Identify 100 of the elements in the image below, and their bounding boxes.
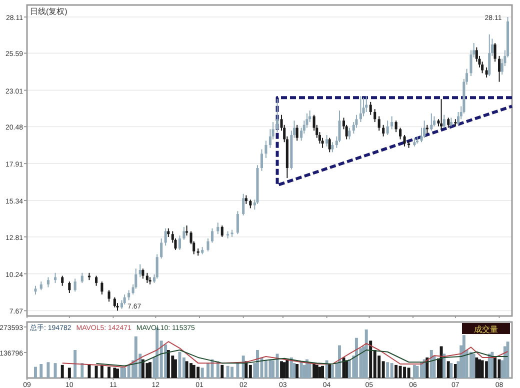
candlestick bbox=[182, 226, 186, 240]
bar bbox=[407, 368, 410, 378]
candlestick bbox=[210, 228, 214, 244]
candlestick bbox=[348, 127, 351, 140]
candlestick bbox=[220, 224, 224, 238]
candlestick bbox=[80, 272, 84, 284]
bar bbox=[454, 364, 457, 378]
candlestick bbox=[394, 120, 398, 133]
candlestick bbox=[432, 116, 436, 127]
bar bbox=[40, 364, 43, 378]
candlestick bbox=[359, 96, 362, 123]
candlestick bbox=[399, 127, 402, 140]
candlestick bbox=[423, 120, 426, 138]
candlestick bbox=[260, 148, 263, 172]
bar bbox=[108, 366, 110, 378]
bar bbox=[462, 335, 466, 378]
bar bbox=[146, 363, 149, 378]
bar bbox=[200, 368, 204, 378]
bar bbox=[141, 359, 144, 378]
bar bbox=[192, 364, 196, 378]
bar bbox=[127, 364, 130, 378]
candlestick bbox=[138, 264, 142, 278]
bar bbox=[276, 354, 279, 378]
candlestick bbox=[160, 238, 163, 260]
candlestick bbox=[68, 281, 71, 294]
bar bbox=[54, 363, 57, 378]
candlestick bbox=[386, 120, 389, 136]
candlestick bbox=[206, 238, 210, 252]
candlestick bbox=[488, 34, 491, 77]
candlestick bbox=[108, 290, 110, 302]
candlestick bbox=[403, 134, 406, 147]
bar bbox=[178, 352, 182, 378]
bar bbox=[46, 362, 50, 378]
bar bbox=[321, 366, 324, 378]
bar bbox=[206, 363, 210, 378]
line-series bbox=[62, 341, 508, 368]
bar bbox=[196, 366, 200, 378]
bar bbox=[280, 361, 284, 378]
bar bbox=[369, 340, 372, 378]
bar bbox=[34, 366, 37, 378]
bar bbox=[100, 364, 104, 378]
bar bbox=[296, 364, 299, 378]
bar bbox=[264, 360, 268, 378]
bar bbox=[364, 329, 368, 378]
bar bbox=[113, 368, 116, 378]
bar bbox=[345, 360, 348, 378]
candlestick bbox=[186, 224, 188, 236]
candlestick bbox=[156, 254, 158, 280]
candlestick bbox=[216, 222, 220, 235]
bar bbox=[248, 364, 252, 378]
candlestick bbox=[54, 272, 57, 284]
bar bbox=[94, 366, 98, 378]
bar bbox=[450, 363, 453, 378]
candlestick bbox=[46, 276, 50, 288]
bar bbox=[442, 354, 446, 378]
candlestick bbox=[485, 66, 488, 78]
candlestick bbox=[440, 98, 443, 130]
candlestick bbox=[264, 140, 268, 158]
bar bbox=[68, 368, 71, 378]
bar bbox=[470, 352, 472, 378]
candlestick bbox=[61, 275, 64, 286]
bar bbox=[123, 368, 126, 378]
bar bbox=[338, 345, 341, 378]
candlestick bbox=[123, 294, 126, 306]
candlestick bbox=[442, 114, 446, 128]
chart-title: 日线(复权) bbox=[30, 7, 68, 16]
candlestick bbox=[100, 281, 104, 295]
annotation: 成交量 bbox=[474, 325, 498, 334]
candlestick bbox=[447, 117, 450, 128]
bar bbox=[312, 363, 316, 378]
candlestick bbox=[128, 290, 130, 301]
bar bbox=[220, 364, 224, 378]
candlestick bbox=[369, 101, 372, 116]
bar bbox=[386, 362, 390, 378]
bar bbox=[74, 350, 77, 378]
bar bbox=[348, 359, 351, 378]
bar bbox=[490, 352, 494, 378]
bar bbox=[134, 336, 138, 378]
bar bbox=[354, 338, 358, 378]
bar bbox=[494, 357, 497, 378]
bar bbox=[164, 344, 168, 378]
candlestick bbox=[328, 137, 331, 153]
bar bbox=[256, 350, 259, 378]
candlestick bbox=[374, 108, 376, 123]
bar bbox=[286, 359, 289, 378]
bar bbox=[394, 364, 398, 378]
candlestick bbox=[276, 98, 279, 133]
candlestick bbox=[494, 42, 496, 62]
bar bbox=[328, 364, 332, 378]
candlestick bbox=[325, 134, 328, 147]
bar bbox=[88, 364, 91, 378]
bar bbox=[480, 360, 484, 378]
bar bbox=[403, 366, 406, 378]
bar bbox=[475, 357, 478, 378]
bar bbox=[190, 363, 193, 378]
candlestick bbox=[142, 268, 144, 280]
bar bbox=[80, 363, 84, 378]
candlestick bbox=[95, 275, 98, 286]
bar bbox=[148, 362, 152, 378]
bar bbox=[116, 368, 119, 378]
